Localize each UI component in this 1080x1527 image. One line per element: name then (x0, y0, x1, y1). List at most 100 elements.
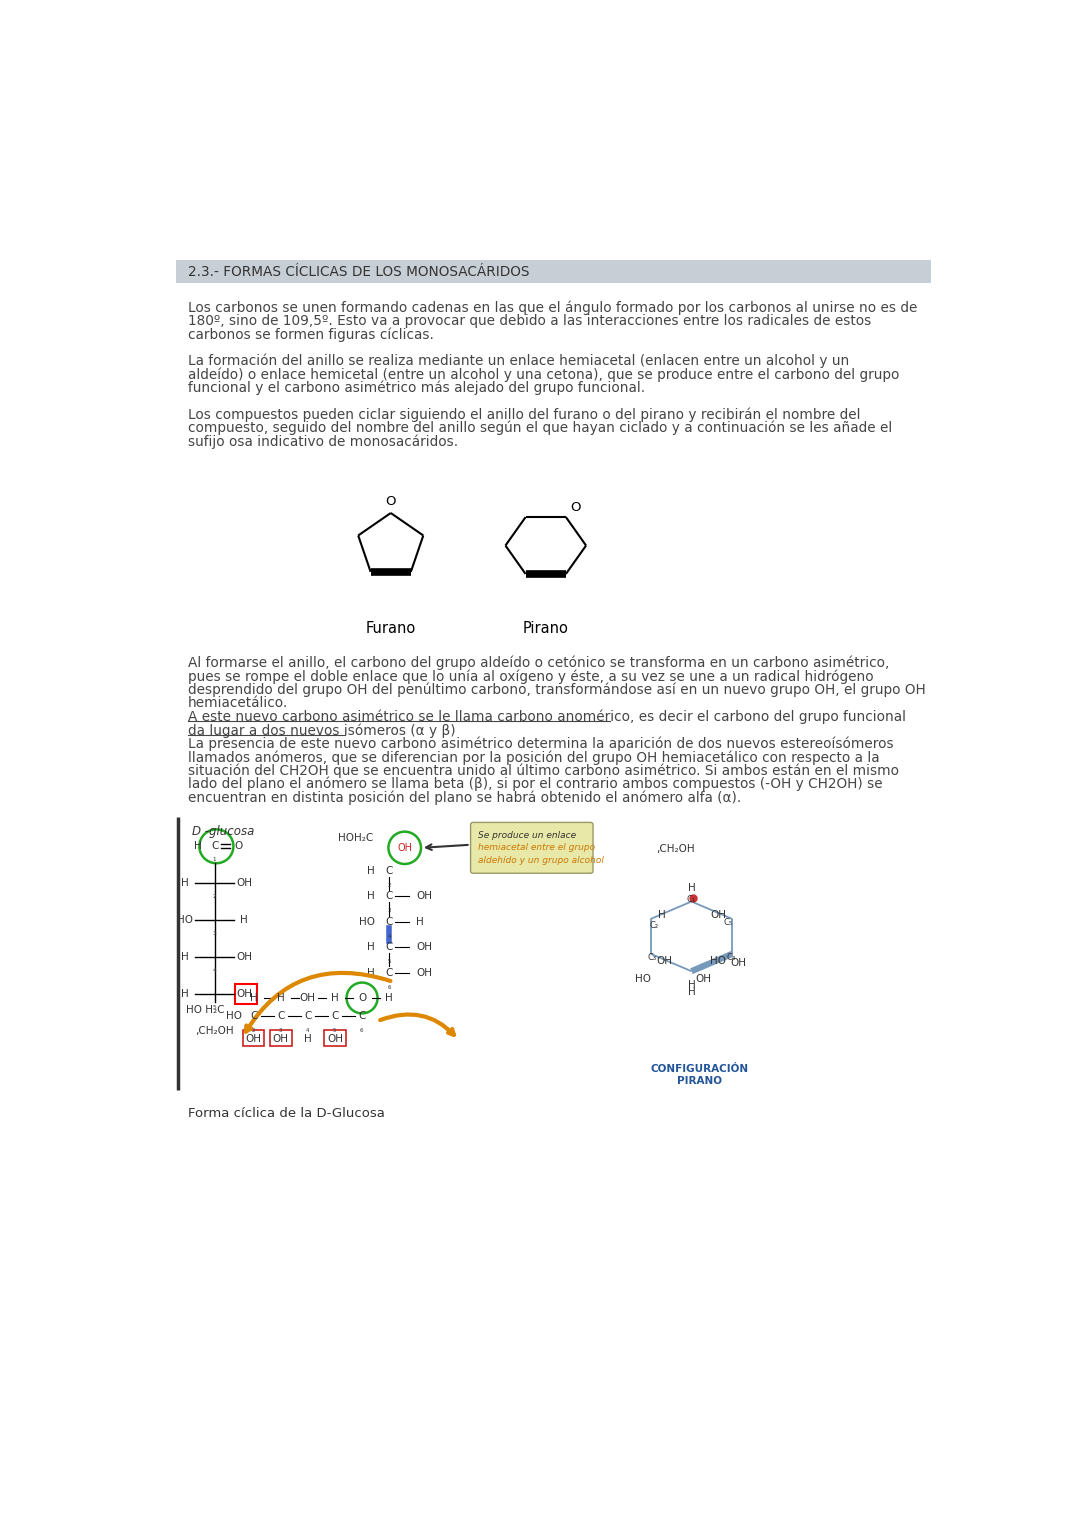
Text: $_1$: $_1$ (212, 855, 217, 864)
Text: D -glucosa: D -glucosa (191, 825, 254, 838)
Text: H: H (688, 980, 696, 989)
Text: $_2$: $_2$ (387, 881, 392, 890)
Text: ,CH₂OH: ,CH₂OH (657, 844, 696, 855)
Text: situación del CH2OH que se encuentra unido al último carbono asimétrico. Si ambo: situación del CH2OH que se encuentra uni… (188, 764, 899, 779)
Text: C: C (249, 1011, 257, 1020)
Text: Al formarse el anillo, el carbono del grupo aldeído o cetónico se transforma en : Al formarse el anillo, el carbono del gr… (188, 655, 889, 670)
Text: OH: OH (416, 942, 432, 953)
Text: O: O (386, 495, 396, 508)
Text: H: H (386, 993, 393, 1003)
Text: C: C (276, 1011, 284, 1020)
Text: $_5$: $_5$ (333, 1026, 337, 1035)
Text: C: C (305, 1011, 311, 1020)
Text: sufijo osa indicativo de monosacáridos.: sufijo osa indicativo de monosacáridos. (188, 434, 458, 449)
Text: OH: OH (245, 1034, 261, 1044)
Text: $_2$: $_2$ (251, 1026, 256, 1035)
Text: C: C (386, 916, 393, 927)
Text: H: H (367, 968, 375, 977)
Text: H: H (276, 993, 284, 1003)
Bar (243, 1029, 265, 1046)
Text: CONFIGURACIÓN: CONFIGURACIÓN (650, 1064, 748, 1073)
Text: H: H (241, 915, 248, 925)
Text: carbonos se formen figuras cíclicas.: carbonos se formen figuras cíclicas. (188, 327, 433, 342)
Text: funcional y el carbono asimétrico más alejado del grupo funcional.: funcional y el carbono asimétrico más al… (188, 380, 645, 395)
Text: HO: HO (711, 956, 727, 967)
Text: pues se rompe el doble enlace que lo unía al oxígeno y éste, a su vez se une a u: pues se rompe el doble enlace que lo uní… (188, 669, 874, 684)
Text: lado del plano el anómero se llama beta (β), si por el contrario ambos compuesto: lado del plano el anómero se llama beta … (188, 777, 882, 791)
Text: OH: OH (327, 1034, 343, 1044)
Text: C₃: C₃ (648, 953, 657, 962)
Bar (235, 983, 257, 1005)
Text: OH: OH (696, 974, 711, 983)
Text: encuentran en distinta posición del plano se habrá obtenido el anómero alfa (α).: encuentran en distinta posición del plan… (188, 791, 741, 805)
Text: C: C (386, 866, 393, 876)
Text: $_6$: $_6$ (387, 982, 392, 991)
Text: $_4$: $_4$ (212, 967, 217, 976)
Text: C: C (211, 841, 218, 851)
Text: C₅: C₅ (724, 918, 733, 927)
Text: O: O (357, 993, 366, 1003)
Text: H: H (367, 866, 375, 876)
Text: H: H (688, 986, 696, 997)
Text: H: H (181, 989, 189, 999)
Text: ,CH₂OH: ,CH₂OH (195, 1026, 234, 1037)
Text: HO: HO (635, 974, 651, 983)
Text: A este nuevo carbono asimétrico se le llama carbono anomérico, es decir el carbo: A este nuevo carbono asimétrico se le ll… (188, 710, 906, 724)
Text: H: H (303, 1034, 312, 1044)
Text: OH: OH (237, 989, 253, 999)
Text: Furano: Furano (366, 621, 416, 635)
Text: Los compuestos pueden ciclar siguiendo el anillo del furano o del pirano y recib: Los compuestos pueden ciclar siguiendo e… (188, 408, 860, 421)
Text: H: H (659, 910, 666, 921)
Text: Los carbonos se unen formando cadenas en las que el ángulo formado por los carbo: Los carbonos se unen formando cadenas en… (188, 301, 917, 315)
Text: H: H (181, 878, 189, 889)
Text: H: H (194, 841, 202, 851)
Text: 2.3.- FORMAS CÍCLICAS DE LOS MONOSACÁRIDOS: 2.3.- FORMAS CÍCLICAS DE LOS MONOSACÁRID… (188, 264, 529, 279)
Text: HO: HO (177, 915, 193, 925)
Text: OH: OH (730, 959, 746, 968)
Text: $_4$: $_4$ (306, 1026, 310, 1035)
Text: C₄: C₄ (726, 953, 735, 962)
Text: $_3$: $_3$ (387, 907, 392, 915)
Text: H: H (688, 883, 696, 893)
Text: hemiacetal entre el grupo: hemiacetal entre el grupo (478, 843, 595, 852)
Text: La formación del anillo se realiza mediante un enlace hemiacetal (enlacen entre : La formación del anillo se realiza media… (188, 354, 849, 368)
Text: HO H₂C: HO H₂C (186, 1005, 225, 1014)
Text: $_2$: $_2$ (212, 892, 217, 901)
Text: hemiacetálico.: hemiacetálico. (188, 696, 288, 710)
Text: C₂: C₂ (649, 921, 658, 930)
FancyBboxPatch shape (471, 823, 593, 873)
Text: C: C (332, 1011, 339, 1020)
Text: H: H (367, 942, 375, 953)
Text: $_4$: $_4$ (387, 931, 392, 941)
Text: Pirano: Pirano (523, 621, 569, 635)
Text: H: H (332, 993, 339, 1003)
Text: $_6$: $_6$ (360, 1026, 365, 1035)
Text: OH: OH (237, 953, 253, 962)
Bar (324, 1029, 346, 1046)
Text: Forma cíclica de la D-Glucosa: Forma cíclica de la D-Glucosa (188, 1107, 384, 1121)
Text: 180º, sino de 109,5º. Esto va a provocar que debido a las interacciones entre lo: 180º, sino de 109,5º. Esto va a provocar… (188, 313, 870, 328)
Text: C: C (386, 968, 393, 977)
Text: C: C (386, 892, 393, 901)
Text: O: O (234, 840, 242, 851)
Text: OH: OH (416, 968, 432, 977)
Text: HO: HO (360, 916, 375, 927)
Text: da lugar a dos nuevos isómeros (α y β): da lugar a dos nuevos isómeros (α y β) (188, 724, 456, 738)
Text: compuesto, seguido del nombre del anillo según el que hayan ciclado y a continua: compuesto, seguido del nombre del anillo… (188, 421, 892, 435)
Text: H: H (367, 892, 375, 901)
Text: Se produce un enlace: Se produce un enlace (478, 831, 577, 840)
Text: OH: OH (657, 956, 673, 967)
Text: aldeído) o enlace hemicetal (entre un alcohol y una cetona), que se produce entr: aldeído) o enlace hemicetal (entre un al… (188, 368, 899, 382)
Text: OH: OH (416, 892, 432, 901)
Text: PIRANO: PIRANO (677, 1077, 721, 1086)
Bar (270, 1029, 292, 1046)
Text: HO: HO (226, 1011, 242, 1020)
Text: aldehído y un grupo alcohol: aldehído y un grupo alcohol (478, 855, 604, 864)
Text: C₁: C₁ (687, 895, 697, 904)
Text: desprendido del grupo OH del penúltimo carbono, transformándose así en un nuevo : desprendido del grupo OH del penúltimo c… (188, 683, 926, 698)
Text: OH: OH (237, 878, 253, 889)
Text: $_5$: $_5$ (212, 1003, 217, 1012)
Text: OH: OH (272, 1034, 288, 1044)
Text: H: H (416, 916, 424, 927)
Text: $_3$: $_3$ (279, 1026, 283, 1035)
